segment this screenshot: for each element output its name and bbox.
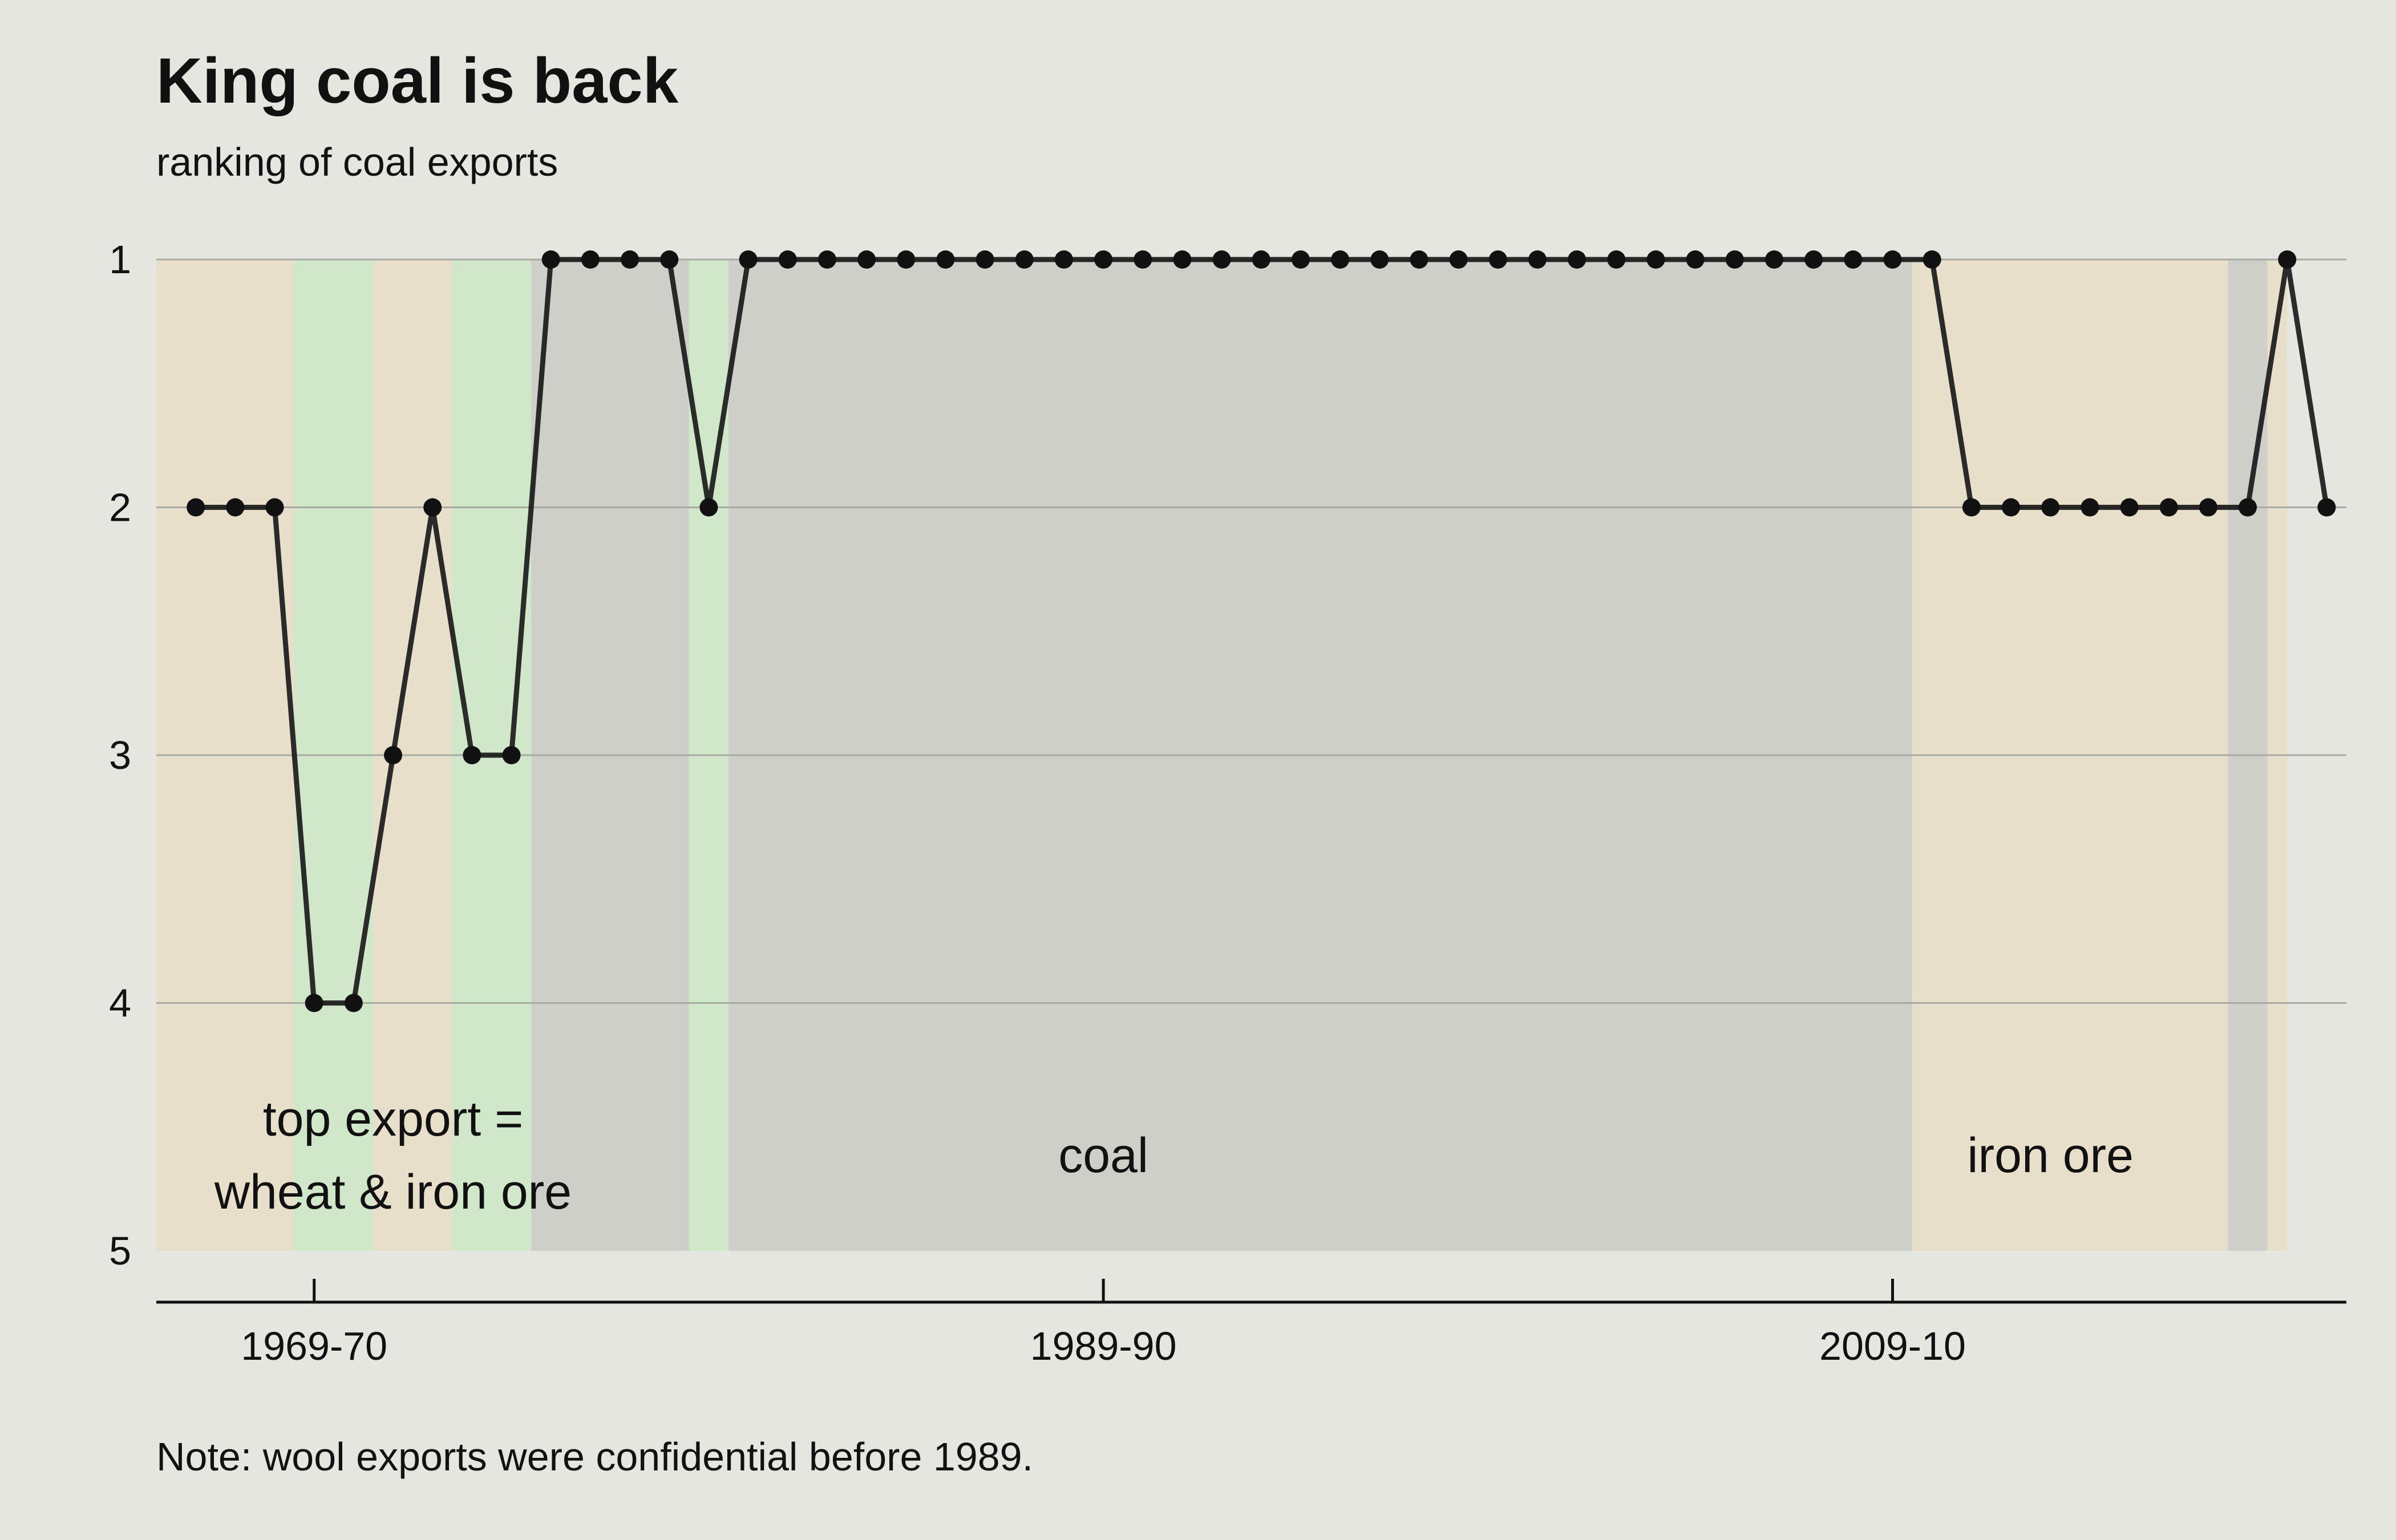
data-point-1969 [305, 994, 323, 1012]
data-point-1995 [1331, 250, 1350, 269]
data-point-1998 [1449, 250, 1468, 269]
data-point-1971 [384, 746, 403, 764]
data-point-1972 [423, 498, 442, 517]
data-point-2005 [1725, 250, 1744, 269]
data-point-1970 [344, 994, 363, 1012]
coal-ranking-series [187, 250, 2336, 1012]
data-point-1992 [1212, 250, 1231, 269]
data-point-2018 [2239, 498, 2257, 517]
data-point-2014 [2081, 498, 2099, 517]
data-point-1984 [897, 250, 916, 269]
data-point-1987 [1015, 250, 1034, 269]
data-point-2012 [2002, 498, 2021, 517]
data-point-2019 [2278, 250, 2297, 269]
x-tick-label-1969: 1969-70 [241, 1324, 387, 1368]
region-label-0-line-1: wheat & iron ore [214, 1165, 572, 1219]
data-point-1974 [502, 746, 521, 764]
chart-subtitle: ranking of coal exports [156, 140, 558, 184]
data-point-2003 [1646, 250, 1665, 269]
region-label-2-line-0: iron ore [1967, 1128, 2134, 1183]
region-labels: top export = wheat & iron ore coal iron ore [214, 1092, 2134, 1219]
data-point-2008 [1844, 250, 1863, 269]
data-point-1990 [1134, 250, 1152, 269]
data-point-1973 [463, 746, 481, 764]
data-point-2009 [1883, 250, 1902, 269]
data-point-1982 [817, 250, 836, 269]
chart-title: King coal is back [156, 45, 679, 116]
data-point-1976 [581, 250, 600, 269]
data-point-2002 [1607, 250, 1626, 269]
chart-note: Note: wool exports were confidential bef… [156, 1434, 1033, 1479]
data-point-1966 [187, 498, 205, 517]
data-point-1991 [1173, 250, 1192, 269]
data-point-2015 [2120, 498, 2139, 517]
data-point-1986 [976, 250, 994, 269]
data-point-1983 [857, 250, 876, 269]
data-point-1979 [699, 498, 718, 517]
data-point-2000 [1528, 250, 1547, 269]
data-point-2020 [2317, 498, 2336, 517]
region-label-0-line-0: top export = [263, 1092, 524, 1146]
data-point-1997 [1410, 250, 1428, 269]
data-point-1993 [1252, 250, 1270, 269]
data-point-1989 [1094, 250, 1113, 269]
y-tick-label-3: 3 [109, 733, 131, 777]
data-point-1980 [739, 250, 758, 269]
y-tick-label-1: 1 [109, 237, 131, 282]
data-point-1978 [660, 250, 679, 269]
data-point-1996 [1370, 250, 1389, 269]
data-point-1975 [541, 250, 560, 269]
data-point-1967 [226, 498, 245, 517]
data-point-1988 [1054, 250, 1073, 269]
data-point-1985 [936, 250, 955, 269]
region-label-1-line-0: coal [1058, 1128, 1148, 1183]
data-point-2017 [2199, 498, 2217, 517]
x-tick-label-2009: 2009-10 [1819, 1324, 1966, 1368]
data-point-2011 [1962, 498, 1981, 517]
y-tick-label-4: 4 [109, 981, 131, 1026]
x-tick-label-1989: 1989-90 [1030, 1324, 1177, 1368]
data-point-1977 [621, 250, 640, 269]
data-point-2016 [2159, 498, 2178, 517]
data-point-1994 [1291, 250, 1310, 269]
data-point-1981 [778, 250, 797, 269]
data-point-2013 [2041, 498, 2060, 517]
axes: 1969-70 1989-90 2009-10 [156, 1279, 2346, 1368]
data-point-2004 [1686, 250, 1705, 269]
data-point-1999 [1488, 250, 1507, 269]
data-point-1968 [265, 498, 284, 517]
y-tick-label-5: 5 [109, 1229, 131, 1273]
data-point-2007 [1804, 250, 1823, 269]
data-point-2006 [1765, 250, 1784, 269]
data-point-2010 [1923, 250, 1941, 269]
data-point-2001 [1568, 250, 1586, 269]
y-tick-label-2: 2 [109, 485, 131, 530]
